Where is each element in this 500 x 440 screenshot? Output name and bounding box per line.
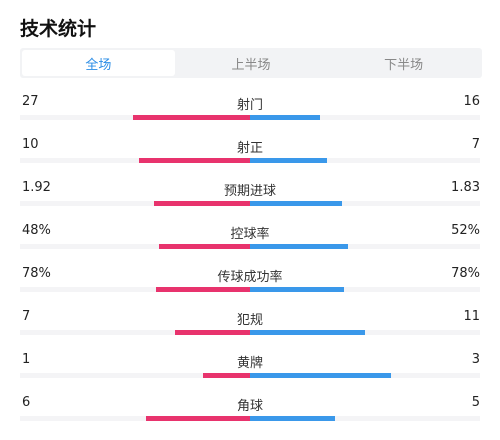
home-value: 78% [22, 266, 51, 281]
home-bar [133, 115, 250, 120]
tab-full-match[interactable]: 全场 [22, 50, 175, 76]
away-value: 5 [471, 395, 480, 410]
stat-row: 1 黄牌 3 [20, 344, 480, 387]
stat-labels: 78% 传球成功率 78% [20, 266, 480, 285]
home-bar [154, 201, 250, 206]
home-bar [139, 158, 250, 163]
stat-name: 传球成功率 [217, 270, 283, 285]
stat-row: 6 角球 5 [20, 387, 480, 430]
home-bar [159, 244, 250, 249]
away-bar [250, 330, 365, 335]
home-value: 7 [22, 309, 31, 324]
page-title: 技术统计 [20, 18, 97, 40]
away-value: 3 [471, 352, 480, 367]
away-bar [250, 158, 327, 163]
period-tabs: 全场 上半场 下半场 [20, 48, 482, 78]
tab-first-half[interactable]: 上半场 [231, 57, 271, 73]
stat-row: 7 犯规 11 [20, 301, 480, 344]
away-value: 7 [471, 137, 480, 152]
stat-labels: 6 角球 5 [20, 395, 480, 414]
home-bar [175, 330, 250, 335]
stat-row: 10 射正 7 [20, 129, 480, 172]
home-value: 27 [22, 94, 39, 109]
home-value: 10 [22, 137, 39, 152]
stat-name: 黄牌 [236, 356, 264, 371]
away-bar [250, 416, 335, 421]
tab-second-half[interactable]: 下半场 [384, 57, 424, 73]
away-bar [250, 373, 391, 378]
stat-labels: 1.92 预期进球 1.83 [20, 180, 480, 199]
stat-labels: 10 射正 7 [20, 137, 480, 156]
home-bar [203, 373, 250, 378]
home-value: 1.92 [22, 180, 51, 195]
away-bar [250, 287, 344, 292]
stat-name: 犯规 [236, 313, 264, 328]
away-value: 78% [451, 266, 480, 281]
stat-name: 射门 [236, 98, 264, 113]
stat-row: 48% 控球率 52% [20, 215, 480, 258]
stat-labels: 27 射门 16 [20, 94, 480, 113]
stat-name: 射正 [236, 141, 264, 156]
stat-row: 78% 传球成功率 78% [20, 258, 480, 301]
stat-row: 1.92 预期进球 1.83 [20, 172, 480, 215]
stats-list: 27 射门 16 10 射正 7 1.92 预期进球 1.83 48% 控球率 52% 78% 传球成功率… [20, 86, 480, 430]
away-bar [250, 244, 348, 249]
home-bar [146, 416, 250, 421]
stat-name: 角球 [236, 399, 264, 414]
stat-name: 预期进球 [223, 184, 277, 199]
away-value: 52% [451, 223, 480, 238]
stat-labels: 1 黄牌 3 [20, 352, 480, 371]
away-bar [250, 115, 320, 120]
away-bar [250, 201, 342, 206]
away-value: 16 [463, 94, 480, 109]
home-value: 6 [22, 395, 31, 410]
away-value: 1.83 [451, 180, 480, 195]
stat-labels: 7 犯规 11 [20, 309, 480, 328]
away-value: 11 [463, 309, 480, 324]
home-bar [156, 287, 250, 292]
home-value: 1 [22, 352, 31, 367]
home-value: 48% [22, 223, 51, 238]
stat-row: 27 射门 16 [20, 86, 480, 129]
stat-labels: 48% 控球率 52% [20, 223, 480, 242]
stat-name: 控球率 [230, 227, 270, 242]
